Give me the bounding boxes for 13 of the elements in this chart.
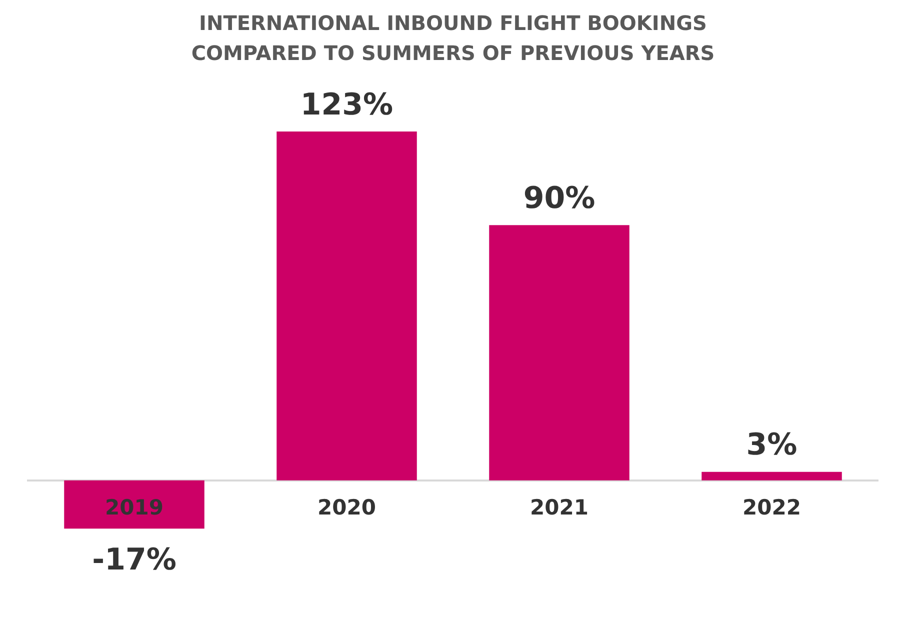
data-label: 90% — [523, 180, 596, 216]
bar — [64, 480, 204, 529]
data-label: 123% — [300, 87, 394, 122]
bar — [489, 225, 630, 480]
data-label: 3% — [746, 428, 798, 463]
x-tick-label: 2020 — [318, 495, 376, 520]
bar — [276, 132, 417, 480]
x-tick-label: 2021 — [530, 495, 588, 520]
data-label: -17% — [92, 542, 176, 578]
chart-title: INTERNATIONAL INBOUND FLIGHT BOOKINGS COMPARED TO SUMMERS OF PREVIOUS YEARS — [190, 10, 716, 67]
bar — [702, 472, 842, 480]
x-tick-label: 2019 — [105, 495, 164, 520]
x-tick-label: 2022 — [742, 495, 801, 520]
